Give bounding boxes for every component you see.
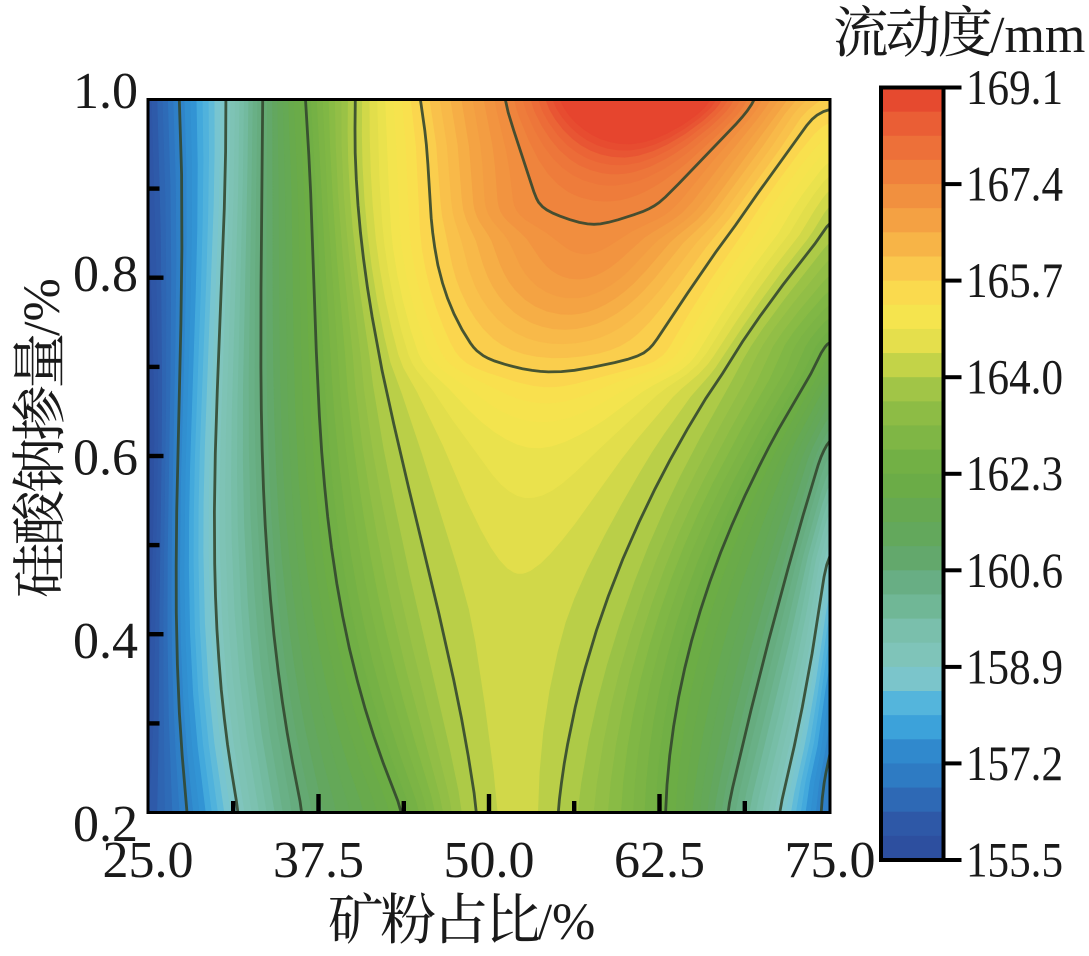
svg-text:/mm: /mm — [990, 7, 1085, 64]
svg-text:75.0: 75.0 — [785, 832, 876, 889]
svg-text:1.0: 1.0 — [73, 63, 138, 120]
svg-text:167.4: 167.4 — [966, 156, 1063, 212]
svg-text:62.5: 62.5 — [614, 832, 705, 889]
svg-text:0.2: 0.2 — [73, 796, 138, 853]
svg-text:164.0: 164.0 — [966, 349, 1063, 405]
svg-text:158.9: 158.9 — [966, 638, 1063, 694]
svg-text:162.3: 162.3 — [966, 445, 1063, 501]
svg-text:165.7: 165.7 — [966, 252, 1063, 308]
svg-text:0.6: 0.6 — [73, 430, 138, 487]
svg-text:0.4: 0.4 — [73, 613, 138, 670]
svg-text:157.2: 157.2 — [966, 735, 1063, 791]
svg-text:/%: /% — [14, 278, 71, 336]
svg-text:160.6: 160.6 — [966, 542, 1063, 598]
svg-text:25.0: 25.0 — [103, 832, 194, 889]
svg-text:37.5: 37.5 — [273, 832, 364, 889]
svg-text:50.0: 50.0 — [444, 832, 535, 889]
svg-text:155.5: 155.5 — [966, 832, 1063, 888]
svg-text:0.8: 0.8 — [73, 246, 138, 303]
svg-text:169.1: 169.1 — [966, 59, 1063, 115]
svg-text:/%: /% — [538, 894, 596, 951]
